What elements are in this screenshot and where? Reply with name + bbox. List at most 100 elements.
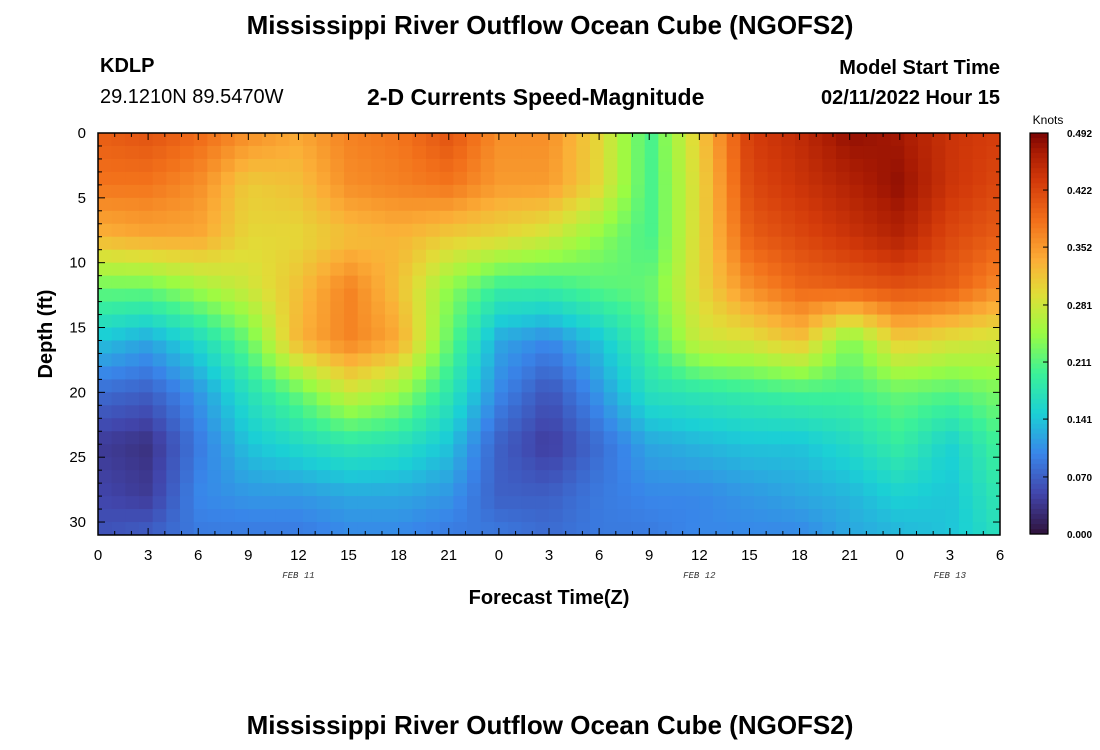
heatmap-cell — [289, 366, 304, 380]
heatmap-cell — [521, 431, 536, 445]
heatmap-cell — [590, 327, 605, 342]
heatmap-cell — [931, 392, 946, 406]
y-tick-label: 25 — [69, 449, 86, 466]
heatmap-cell — [453, 405, 468, 419]
heatmap-cell — [877, 522, 892, 535]
heatmap-cell — [931, 327, 946, 342]
heatmap-cell — [398, 197, 413, 212]
heatmap-cell — [98, 470, 113, 484]
heatmap-cell — [836, 327, 851, 342]
heatmap-cell — [617, 340, 632, 355]
heatmap-cell — [781, 522, 796, 535]
heatmap-cell — [617, 405, 632, 419]
heatmap-cell — [672, 340, 687, 355]
heatmap-cell — [836, 483, 851, 497]
heatmap-cell — [849, 210, 864, 225]
colorbar-tick-label: 0.211 — [1067, 358, 1092, 369]
heatmap-cell — [658, 457, 673, 471]
heatmap-cell — [316, 353, 331, 368]
heatmap-cell — [467, 522, 482, 535]
heatmap-cell — [726, 158, 741, 173]
heatmap-cell — [918, 275, 933, 290]
heatmap-cell — [931, 353, 946, 368]
heatmap-cell — [521, 353, 536, 368]
heatmap-cell — [412, 262, 427, 277]
heatmap-cell — [467, 236, 482, 251]
heatmap-cell — [822, 444, 837, 458]
heatmap-cell — [658, 470, 673, 484]
heatmap-cell — [98, 197, 113, 212]
heatmap-cell — [152, 314, 167, 329]
heatmap-cell — [316, 236, 331, 251]
heatmap-cell — [207, 314, 222, 329]
heatmap-cell — [931, 275, 946, 290]
heatmap-cell — [767, 327, 782, 342]
heatmap-cell — [986, 470, 1000, 484]
heatmap-cell — [562, 314, 577, 329]
heatmap-cell — [508, 353, 523, 368]
heatmap-cell — [234, 379, 249, 393]
heatmap-cell — [166, 431, 181, 445]
heatmap-cell — [822, 470, 837, 484]
heatmap-cell — [330, 275, 345, 290]
heatmap-cell — [672, 366, 687, 380]
heatmap-cell — [316, 405, 331, 419]
heatmap-cell — [316, 223, 331, 238]
heatmap-cell — [904, 145, 919, 160]
heatmap-cell — [98, 145, 113, 160]
heatmap-cell — [535, 249, 550, 264]
heatmap-cell — [918, 133, 933, 147]
heatmap-cell — [125, 405, 140, 419]
heatmap-cell — [590, 444, 605, 458]
heatmap-cell — [808, 314, 823, 329]
heatmap-cell — [467, 444, 482, 458]
heatmap-cell — [972, 405, 987, 419]
heatmap-cell — [111, 197, 126, 212]
heatmap-cell — [644, 366, 659, 380]
heatmap-cell — [166, 314, 181, 329]
heatmap-cell — [603, 275, 618, 290]
heatmap-cell — [685, 236, 700, 251]
heatmap-cell — [248, 444, 263, 458]
heatmap-cell — [644, 483, 659, 497]
heatmap-cell — [822, 133, 837, 147]
heatmap-cell — [535, 314, 550, 329]
heatmap-cell — [494, 223, 509, 238]
heatmap-cell — [658, 275, 673, 290]
heatmap-cell — [562, 145, 577, 160]
heatmap-cell — [767, 522, 782, 535]
footer-title: Mississippi River Outflow Ocean Cube (NG… — [246, 710, 854, 740]
colorbar-swatch — [1030, 428, 1048, 435]
heatmap-cell — [931, 301, 946, 316]
heatmap-cell — [289, 340, 304, 355]
heatmap-cell — [193, 431, 208, 445]
heatmap-cell — [221, 509, 236, 523]
heatmap-cell — [330, 509, 345, 523]
heatmap-cell — [453, 327, 468, 342]
heatmap-cell — [262, 431, 277, 445]
heatmap-cell — [166, 158, 181, 173]
heatmap-cell — [426, 301, 441, 316]
heatmap-cell — [262, 418, 277, 432]
heatmap-cell — [617, 145, 632, 160]
colorbar-swatch — [1030, 158, 1048, 164]
model-start-value: 02/11/2022 Hour 15 — [820, 87, 1000, 109]
heatmap-cell — [453, 158, 468, 173]
heatmap-cell — [658, 340, 673, 355]
heatmap-cell — [590, 145, 605, 160]
heatmap-cell — [508, 249, 523, 264]
heatmap-cell — [959, 431, 974, 445]
heatmap-cell — [931, 158, 946, 173]
heatmap-cell — [890, 470, 905, 484]
heatmap-cell — [344, 379, 359, 393]
colorbar-swatch — [1030, 488, 1048, 495]
x-axis-label: Forecast Time(Z) — [469, 587, 630, 609]
heatmap-cell — [945, 483, 960, 497]
heatmap-cell — [726, 133, 741, 147]
heatmap-cell — [767, 210, 782, 225]
heatmap-cell — [303, 522, 318, 535]
heatmap-cell — [385, 405, 400, 419]
station-id: KDLP — [100, 55, 155, 77]
heatmap-cell — [904, 431, 919, 445]
heatmap-cell — [972, 158, 987, 173]
